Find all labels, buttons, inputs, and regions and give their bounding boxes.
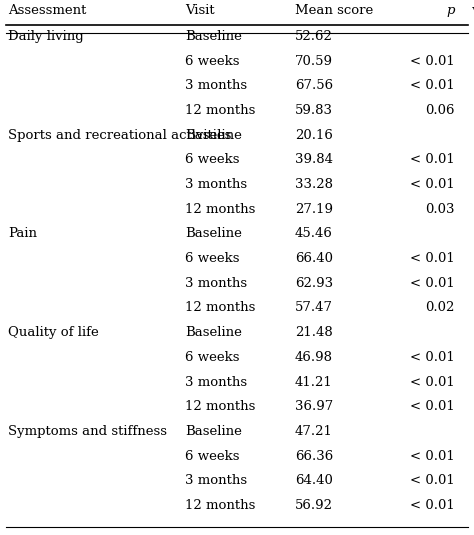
- Text: 56.92: 56.92: [295, 499, 333, 512]
- Text: 62.93: 62.93: [295, 277, 333, 290]
- Text: 67.56: 67.56: [295, 79, 333, 92]
- Text: 47.21: 47.21: [295, 425, 333, 438]
- Text: < 0.01: < 0.01: [410, 79, 455, 92]
- Text: < 0.01: < 0.01: [410, 351, 455, 364]
- Text: Mean score: Mean score: [295, 4, 373, 17]
- Text: < 0.01: < 0.01: [410, 153, 455, 166]
- Text: 52.62: 52.62: [295, 30, 333, 43]
- Text: 6 weeks: 6 weeks: [185, 153, 239, 166]
- Text: Visit: Visit: [185, 4, 215, 17]
- Text: 59.83: 59.83: [295, 104, 333, 117]
- Text: < 0.01: < 0.01: [410, 499, 455, 512]
- Text: 3 months: 3 months: [185, 277, 247, 290]
- Text: p: p: [447, 4, 455, 17]
- Text: 41.21: 41.21: [295, 376, 333, 389]
- Text: 6 weeks: 6 weeks: [185, 351, 239, 364]
- Text: 27.19: 27.19: [295, 203, 333, 216]
- Text: Baseline: Baseline: [185, 227, 242, 240]
- Text: 0.02: 0.02: [426, 301, 455, 314]
- Text: 20.16: 20.16: [295, 129, 333, 142]
- Text: Baseline: Baseline: [185, 30, 242, 43]
- Text: < 0.01: < 0.01: [410, 376, 455, 389]
- Text: Daily living: Daily living: [8, 30, 84, 43]
- Text: 21.48: 21.48: [295, 326, 333, 339]
- Text: value: value: [468, 4, 474, 17]
- Text: 6 weeks: 6 weeks: [185, 252, 239, 265]
- Text: 57.47: 57.47: [295, 301, 333, 314]
- Text: < 0.01: < 0.01: [410, 450, 455, 463]
- Text: Baseline: Baseline: [185, 326, 242, 339]
- Text: Quality of life: Quality of life: [8, 326, 99, 339]
- Text: 12 months: 12 months: [185, 499, 255, 512]
- Text: 3 months: 3 months: [185, 178, 247, 191]
- Text: 0.03: 0.03: [426, 203, 455, 216]
- Text: 0.06: 0.06: [426, 104, 455, 117]
- Text: Sports and recreational activities: Sports and recreational activities: [8, 129, 231, 142]
- Text: Assessment: Assessment: [8, 4, 86, 17]
- Text: < 0.01: < 0.01: [410, 252, 455, 265]
- Text: 46.98: 46.98: [295, 351, 333, 364]
- Text: 6 weeks: 6 weeks: [185, 450, 239, 463]
- Text: < 0.01: < 0.01: [410, 178, 455, 191]
- Text: 33.28: 33.28: [295, 178, 333, 191]
- Text: Symptoms and stiffness: Symptoms and stiffness: [8, 425, 167, 438]
- Text: < 0.01: < 0.01: [410, 400, 455, 413]
- Text: 12 months: 12 months: [185, 301, 255, 314]
- Text: 3 months: 3 months: [185, 79, 247, 92]
- Text: Baseline: Baseline: [185, 129, 242, 142]
- Text: 12 months: 12 months: [185, 203, 255, 216]
- Text: < 0.01: < 0.01: [410, 277, 455, 290]
- Text: 70.59: 70.59: [295, 55, 333, 68]
- Text: 3 months: 3 months: [185, 376, 247, 389]
- Text: 6 weeks: 6 weeks: [185, 55, 239, 68]
- Text: 66.36: 66.36: [295, 450, 333, 463]
- Text: < 0.01: < 0.01: [410, 474, 455, 487]
- Text: 66.40: 66.40: [295, 252, 333, 265]
- Text: 45.46: 45.46: [295, 227, 333, 240]
- Text: Baseline: Baseline: [185, 425, 242, 438]
- Text: 12 months: 12 months: [185, 400, 255, 413]
- Text: 64.40: 64.40: [295, 474, 333, 487]
- Text: 39.84: 39.84: [295, 153, 333, 166]
- Text: 36.97: 36.97: [295, 400, 333, 413]
- Text: Pain: Pain: [8, 227, 37, 240]
- Text: 3 months: 3 months: [185, 474, 247, 487]
- Text: 12 months: 12 months: [185, 104, 255, 117]
- Text: < 0.01: < 0.01: [410, 55, 455, 68]
